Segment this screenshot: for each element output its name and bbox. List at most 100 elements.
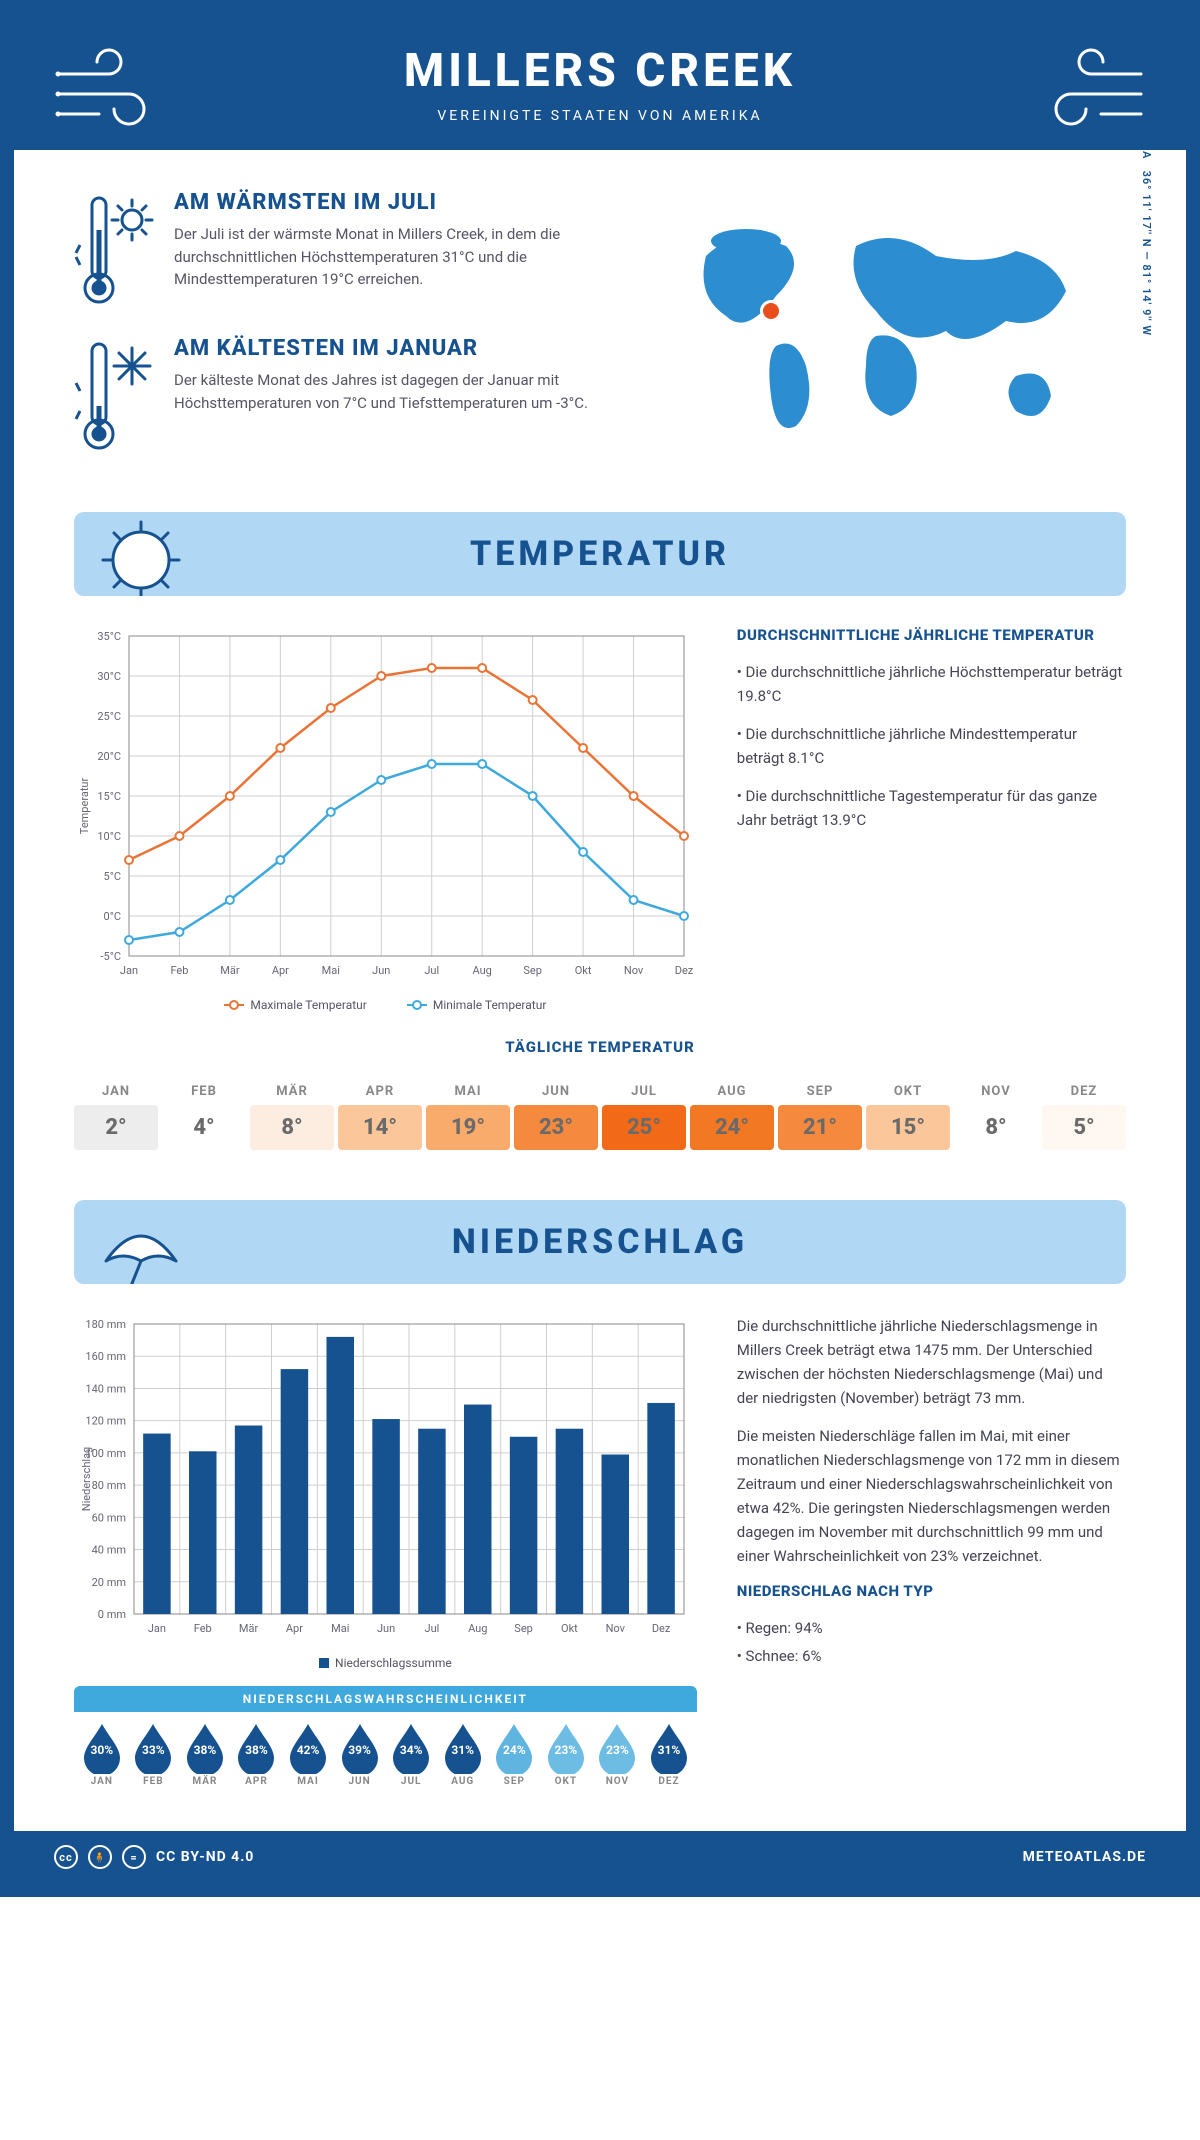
probability-drop: 33%FEB [128,1720,180,1787]
temp-info-heading: DURCHSCHNITTLICHE JÄHRLICHE TEMPERATUR [737,626,1126,644]
thermometer-cold-icon [74,336,154,456]
umbrella-icon [86,1206,196,1284]
precip-legend: Niederschlagssumme [74,1656,697,1670]
svg-text:30°C: 30°C [97,670,121,683]
footer: cc 🧍 = CC BY-ND 4.0 METEOATLAS.DE [14,1831,1186,1883]
svg-text:35°C: 35°C [97,630,121,643]
svg-text:Mär: Mär [239,1622,259,1635]
svg-text:Feb: Feb [194,1622,212,1635]
svg-text:120 mm: 120 mm [85,1415,126,1428]
svg-text:-5°C: -5°C [101,950,122,963]
precipitation-info: Die durchschnittliche jährliche Niedersc… [737,1314,1126,1791]
svg-text:Apr: Apr [286,1622,303,1635]
svg-text:Jul: Jul [424,964,439,977]
svg-text:Aug: Aug [473,964,492,977]
coordinates: NORTH CAROLINA 36° 11' 17'' N — 81° 14' … [1140,53,1153,336]
daily-temp-cell: AUG24° [690,1070,774,1160]
section-title: NIEDERSCHLAG [96,1222,1104,1262]
cc-icon: cc [54,1845,78,1869]
daily-temp-cell: MAI19° [426,1070,510,1160]
by-icon: 🧍 [88,1845,112,1869]
daily-temp-cell: DEZ5° [1042,1070,1126,1160]
section-temperature: TEMPERATUR [74,512,1126,596]
svg-text:Sep: Sep [523,964,542,977]
svg-text:5°C: 5°C [104,870,121,883]
summary-column: AM WÄRMSTEN IM JULI Der Juli ist der wär… [74,190,626,482]
precipitation-probability: NIEDERSCHLAGSWAHRSCHEINLICHKEIT 30%JAN33… [74,1686,697,1791]
thermometer-hot-icon [74,190,154,310]
svg-text:Temperatur: Temperatur [78,778,91,835]
svg-text:Jul: Jul [425,1622,440,1635]
svg-text:80 mm: 80 mm [92,1479,126,1492]
daily-temp-cell: JUL25° [602,1070,686,1160]
svg-text:Aug: Aug [468,1622,487,1635]
daily-temp-cell: OKT15° [866,1070,950,1160]
daily-temp-cell: SEP21° [778,1070,862,1160]
page-subtitle: VEREINIGTE STAATEN VON AMERIKA [34,108,1166,124]
coldest-heading: AM KÄLTESTEN IM JANUAR [174,336,626,361]
content: AM WÄRMSTEN IM JULI Der Juli ist der wär… [14,150,1186,1831]
warmest-block: AM WÄRMSTEN IM JULI Der Juli ist der wär… [74,190,626,310]
svg-text:Feb: Feb [170,964,188,977]
precipitation-chart: 0 mm20 mm40 mm60 mm80 mm100 mm120 mm140 … [74,1314,697,1791]
probability-drop: 31%AUG [437,1720,489,1787]
svg-text:Niederschlag: Niederschlag [80,1447,93,1511]
svg-text:Apr: Apr [272,964,289,977]
section-title: TEMPERATUR [96,534,1104,574]
svg-text:Dez: Dez [675,964,694,977]
wind-icon [1026,44,1146,134]
wind-icon [54,44,174,134]
daily-temp-cell: MÄR8° [250,1070,334,1160]
probability-drop: 38%MÄR [179,1720,231,1787]
svg-text:15°C: 15°C [97,790,121,803]
svg-text:Jun: Jun [372,964,390,977]
warmest-heading: AM WÄRMSTEN IM JULI [174,190,626,215]
probability-drop: 23%NOV [592,1720,644,1787]
section-precipitation: NIEDERSCHLAG [74,1200,1126,1284]
page-title: MILLERS CREEK [34,44,1166,98]
license: cc 🧍 = CC BY-ND 4.0 [54,1845,254,1869]
svg-text:Okt: Okt [561,1622,578,1635]
svg-text:180 mm: 180 mm [85,1318,126,1331]
probability-drop: 30%JAN [76,1720,128,1787]
probability-drop: 24%SEP [489,1720,541,1787]
sun-icon [86,518,196,596]
probability-drop: 39%JUN [334,1720,386,1787]
svg-text:Nov: Nov [624,964,644,977]
svg-text:140 mm: 140 mm [85,1382,126,1395]
site-name: METEOATLAS.DE [1023,1849,1146,1865]
coldest-block: AM KÄLTESTEN IM JANUAR Der kälteste Mona… [74,336,626,456]
daily-temp-cell: FEB4° [162,1070,246,1160]
svg-text:Mai: Mai [322,964,340,977]
svg-text:Dez: Dez [652,1622,671,1635]
daily-temp-cell: JAN2° [74,1070,158,1160]
probability-drop: 23%OKT [540,1720,592,1787]
svg-text:Okt: Okt [575,964,592,977]
temp-legend: .legend-item:nth-child(1) .legend-sw::be… [74,998,697,1012]
daily-temp-cell: JUN23° [514,1070,598,1160]
temperature-chart: -5°C0°C5°C10°C15°C20°C25°C30°C35°CJanFeb… [74,626,697,1012]
svg-text:Jan: Jan [148,1622,166,1635]
daily-temp-cell: NOV8° [954,1070,1038,1160]
svg-text:Jan: Jan [120,964,138,977]
svg-text:20°C: 20°C [97,750,121,763]
svg-text:25°C: 25°C [97,710,121,723]
warmest-text: Der Juli ist der wärmste Monat in Miller… [174,223,626,291]
probability-drop: 38%APR [231,1720,283,1787]
daily-temp-cell: APR14° [338,1070,422,1160]
temperature-info: DURCHSCHNITTLICHE JÄHRLICHE TEMPERATUR •… [737,626,1126,1012]
coldest-text: Der kälteste Monat des Jahres ist dagege… [174,369,626,414]
nd-icon: = [122,1845,146,1869]
svg-text:Nov: Nov [606,1622,626,1635]
svg-text:160 mm: 160 mm [85,1350,126,1363]
probability-drop: 42%MAI [282,1720,334,1787]
svg-text:20 mm: 20 mm [92,1576,126,1589]
header: MILLERS CREEK VEREINIGTE STAATEN VON AME… [14,14,1186,150]
probability-drop: 34%JUL [385,1720,437,1787]
svg-text:60 mm: 60 mm [92,1511,126,1524]
svg-text:Mai: Mai [331,1622,349,1635]
svg-text:40 mm: 40 mm [92,1544,126,1557]
svg-text:Mär: Mär [220,964,240,977]
svg-text:Sep: Sep [514,1622,533,1635]
svg-text:10°C: 10°C [97,830,121,843]
